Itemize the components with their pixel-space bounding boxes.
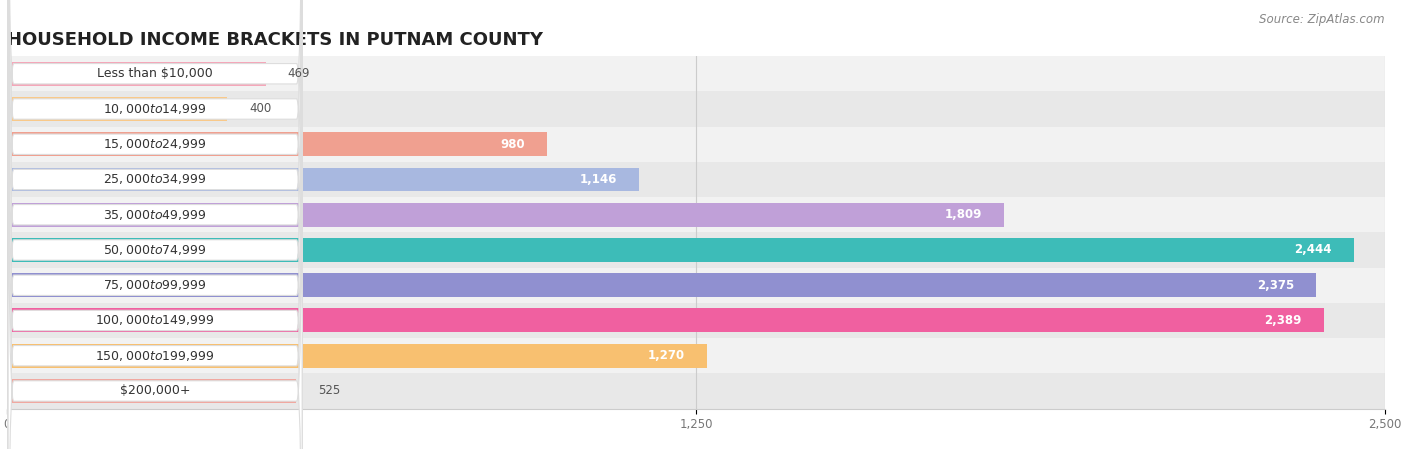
Text: 2,389: 2,389 [1264,314,1302,327]
Bar [7,238,1354,262]
Text: 400: 400 [249,102,271,115]
FancyBboxPatch shape [8,0,302,449]
Text: 1,146: 1,146 [579,173,617,186]
Bar [7,303,1385,338]
Text: Source: ZipAtlas.com: Source: ZipAtlas.com [1260,13,1385,26]
Bar [7,127,1385,162]
Bar [7,62,266,86]
Text: $25,000 to $34,999: $25,000 to $34,999 [104,172,207,186]
Bar [7,197,1385,233]
Text: 1,809: 1,809 [945,208,981,221]
FancyBboxPatch shape [8,0,302,416]
Text: Less than $10,000: Less than $10,000 [97,67,214,80]
Text: $200,000+: $200,000+ [120,384,190,397]
Bar [7,338,1385,374]
FancyBboxPatch shape [8,0,302,449]
FancyBboxPatch shape [8,0,302,449]
Text: 469: 469 [288,67,311,80]
Text: $50,000 to $74,999: $50,000 to $74,999 [104,243,207,257]
Bar [7,233,1385,268]
Text: 980: 980 [501,138,524,151]
Bar [7,268,1385,303]
Bar [7,379,297,403]
Bar [7,132,547,156]
Bar [7,203,1004,227]
Text: 1,270: 1,270 [648,349,685,362]
Text: HOUSEHOLD INCOME BRACKETS IN PUTNAM COUNTY: HOUSEHOLD INCOME BRACKETS IN PUTNAM COUN… [7,31,543,49]
Bar [7,167,638,191]
FancyBboxPatch shape [8,0,302,449]
Text: $100,000 to $149,999: $100,000 to $149,999 [96,313,215,327]
Bar [7,97,228,121]
FancyBboxPatch shape [8,13,302,449]
Text: $75,000 to $99,999: $75,000 to $99,999 [104,278,207,292]
Bar [7,344,707,368]
Bar [7,273,1316,297]
Bar [7,92,1385,127]
FancyBboxPatch shape [8,48,302,449]
Text: $15,000 to $24,999: $15,000 to $24,999 [104,137,207,151]
Text: 2,375: 2,375 [1257,279,1294,292]
Bar [7,374,1385,409]
Text: 2,444: 2,444 [1295,243,1331,256]
FancyBboxPatch shape [8,0,302,449]
Text: 525: 525 [318,384,340,397]
Bar [7,162,1385,197]
FancyBboxPatch shape [8,0,302,449]
FancyBboxPatch shape [8,0,302,449]
Text: $150,000 to $199,999: $150,000 to $199,999 [96,349,215,363]
Text: $10,000 to $14,999: $10,000 to $14,999 [104,102,207,116]
Bar [7,308,1323,332]
Bar [7,56,1385,92]
Text: $35,000 to $49,999: $35,000 to $49,999 [104,208,207,222]
